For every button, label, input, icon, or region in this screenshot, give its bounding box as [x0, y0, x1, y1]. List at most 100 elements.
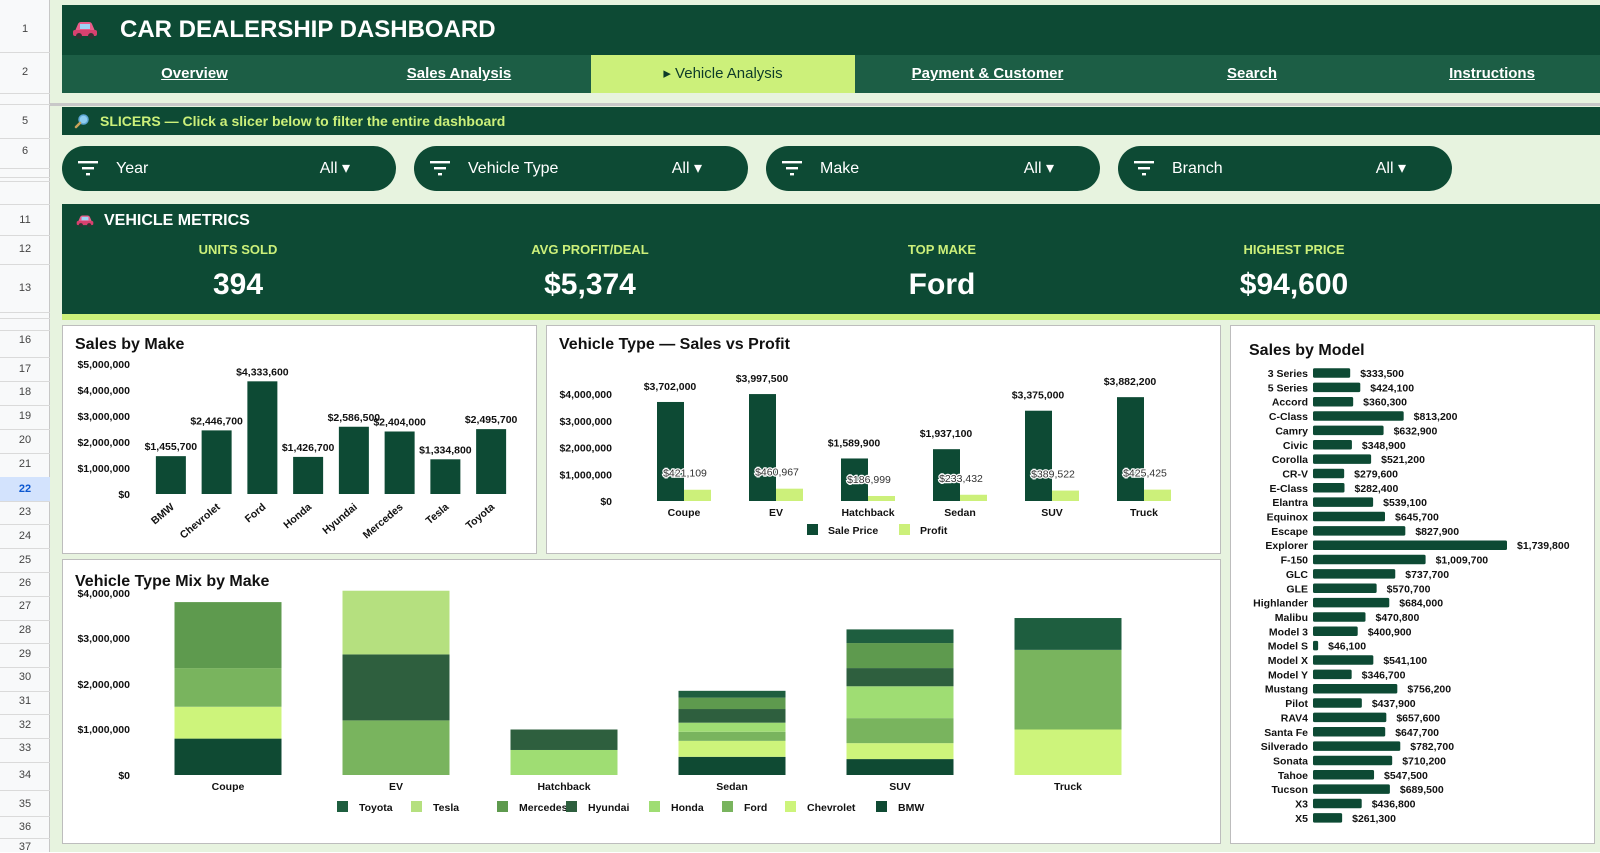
bar-tahoe[interactable]: [1313, 770, 1375, 780]
bar-explorer[interactable]: [1313, 540, 1507, 550]
segment-ford-sedan[interactable]: [678, 731, 786, 741]
segment-chevrolet-suv[interactable]: [846, 743, 954, 760]
bar-civic[interactable]: [1313, 440, 1352, 450]
row-number[interactable]: 20: [18, 434, 32, 446]
row-number[interactable]: 18: [18, 386, 32, 398]
bar-elantra[interactable]: [1313, 497, 1374, 507]
row-number[interactable]: 33: [18, 742, 32, 754]
segment-toyota-truck[interactable]: [1014, 618, 1122, 650]
bar-sale-price-hatchback[interactable]: [841, 458, 868, 501]
bar-gle[interactable]: [1313, 583, 1377, 594]
bar-f-150[interactable]: [1313, 554, 1426, 565]
bar-corolla[interactable]: [1313, 454, 1372, 464]
tab-instructions[interactable]: Instructions: [1449, 65, 1535, 82]
bar-toyota[interactable]: [476, 429, 507, 494]
bar-x3[interactable]: [1313, 798, 1362, 809]
bar-silverado[interactable]: [1313, 741, 1401, 751]
segment-hyundai-hatchback[interactable]: [510, 729, 618, 750]
bar-sale-price-coupe[interactable]: [657, 401, 684, 501]
bar-highlander[interactable]: [1313, 597, 1390, 608]
segment-bmw-coupe[interactable]: [174, 738, 282, 775]
segment-mercedes-coupe[interactable]: [174, 602, 282, 669]
row-number[interactable]: 13: [18, 282, 32, 294]
segment-chevrolet-coupe[interactable]: [174, 706, 282, 739]
row-number-selected[interactable]: 22: [0, 477, 50, 501]
bar-sale-price-suv[interactable]: [1025, 410, 1052, 501]
tab-overview[interactable]: Overview: [161, 65, 228, 82]
bar-sonata[interactable]: [1313, 755, 1393, 766]
segment-chevrolet-sedan[interactable]: [678, 740, 786, 757]
bar-honda[interactable]: [293, 456, 324, 494]
row-number[interactable]: 24: [18, 530, 32, 542]
bar-santa-fe[interactable]: [1313, 727, 1386, 737]
row-number[interactable]: 35: [18, 798, 32, 810]
bar-mustang[interactable]: [1313, 683, 1398, 694]
bar-sale-price-ev[interactable]: [749, 394, 776, 501]
segment-mercedes-sedan[interactable]: [678, 697, 786, 710]
bar-hyundai[interactable]: [338, 426, 369, 494]
bar-model-x[interactable]: [1313, 655, 1374, 665]
slicer-dropdown[interactable]: All ▾: [671, 160, 702, 177]
slicer-make[interactable]: Make All ▾: [766, 146, 1100, 191]
type-mix-chart[interactable]: Vehicle Type Mix by Make $0 $1,000,000 $2,…: [62, 559, 1221, 844]
slicer-dropdown[interactable]: All ▾: [1375, 160, 1406, 177]
bar-model-s[interactable]: [1313, 640, 1319, 651]
row-number[interactable]: 36: [18, 821, 32, 833]
segment-ford-coupe[interactable]: [174, 668, 282, 707]
bar-sale-price-truck[interactable]: [1117, 397, 1144, 501]
segment-toyota-sedan[interactable]: [678, 690, 786, 698]
segment-honda-hatchback[interactable]: [510, 749, 618, 775]
row-header[interactable]: 22 1 2 5 6 11 12 13 16 17 18 19 20 21 23 24 25 26 27 28 29 30…: [0, 0, 50, 853]
row-number[interactable]: 6: [21, 145, 29, 157]
row-number[interactable]: 31: [18, 695, 32, 707]
bar-tesla[interactable]: [430, 459, 461, 494]
segment-mercedes-suv[interactable]: [846, 643, 954, 669]
row-number[interactable]: 26: [18, 577, 32, 589]
bar-camry[interactable]: [1313, 425, 1384, 436]
bar-rav4[interactable]: [1313, 712, 1387, 723]
bar-equinox[interactable]: [1313, 511, 1386, 522]
segment-hyundai-ev[interactable]: [342, 654, 450, 721]
freeze-divider[interactable]: [50, 103, 1600, 106]
bar-profit-truck[interactable]: [1144, 489, 1171, 501]
segment-ford-ev[interactable]: [342, 720, 450, 775]
bar-escape[interactable]: [1313, 526, 1406, 536]
bar-c-class[interactable]: [1313, 411, 1404, 421]
bar-cr-v[interactable]: [1313, 468, 1345, 479]
bar-sale-price-sedan[interactable]: [933, 449, 960, 501]
slicer-branch[interactable]: Branch All ▾: [1118, 146, 1452, 191]
tab-payment-customer[interactable]: Payment & Customer: [911, 65, 1064, 82]
row-number[interactable]: 5: [21, 115, 29, 127]
sales-by-model-chart[interactable]: Sales by Model 3 Series $333,500 5 Series $…: [1230, 325, 1595, 844]
segment-hyundai-suv[interactable]: [846, 668, 954, 687]
segment-ford-suv[interactable]: [846, 718, 954, 744]
bar-profit-coupe[interactable]: [684, 489, 711, 501]
row-number[interactable]: 2: [21, 66, 29, 78]
bar-mercedes[interactable]: [384, 431, 415, 494]
row-number[interactable]: 25: [18, 554, 32, 566]
segment-honda-sedan[interactable]: [678, 722, 786, 732]
row-number[interactable]: 19: [18, 410, 32, 422]
bar-3-series[interactable]: [1313, 368, 1351, 378]
sales-by-make-chart[interactable]: Sales by Make $0 $1,000,000 $2,000,000 $3,0…: [62, 325, 537, 554]
segment-bmw-suv[interactable]: [846, 759, 954, 775]
row-number[interactable]: 34: [18, 769, 32, 781]
slicer-dropdown[interactable]: All ▾: [319, 160, 350, 177]
row-number[interactable]: 21: [18, 458, 32, 470]
row-number[interactable]: 27: [18, 600, 32, 612]
bar-model-3[interactable]: [1313, 626, 1358, 637]
type-sales-profit-chart[interactable]: Vehicle Type — Sales vs Profit $0 $1,000,…: [546, 325, 1221, 554]
row-number[interactable]: 37: [18, 841, 32, 853]
slicer-dropdown[interactable]: All ▾: [1023, 160, 1054, 177]
bar-x5[interactable]: [1313, 813, 1343, 823]
row-number[interactable]: 30: [18, 671, 32, 683]
row-number[interactable]: 17: [18, 363, 32, 375]
segment-tesla-ev[interactable]: [342, 590, 450, 655]
bar-pilot[interactable]: [1313, 698, 1362, 708]
bar-5-series[interactable]: [1313, 382, 1361, 393]
slicer-year[interactable]: Year All ▾: [62, 146, 396, 191]
bar-profit-suv[interactable]: [1052, 490, 1079, 501]
row-number[interactable]: 11: [19, 214, 31, 226]
row-number[interactable]: 1: [21, 23, 29, 35]
row-number[interactable]: 32: [18, 719, 32, 731]
